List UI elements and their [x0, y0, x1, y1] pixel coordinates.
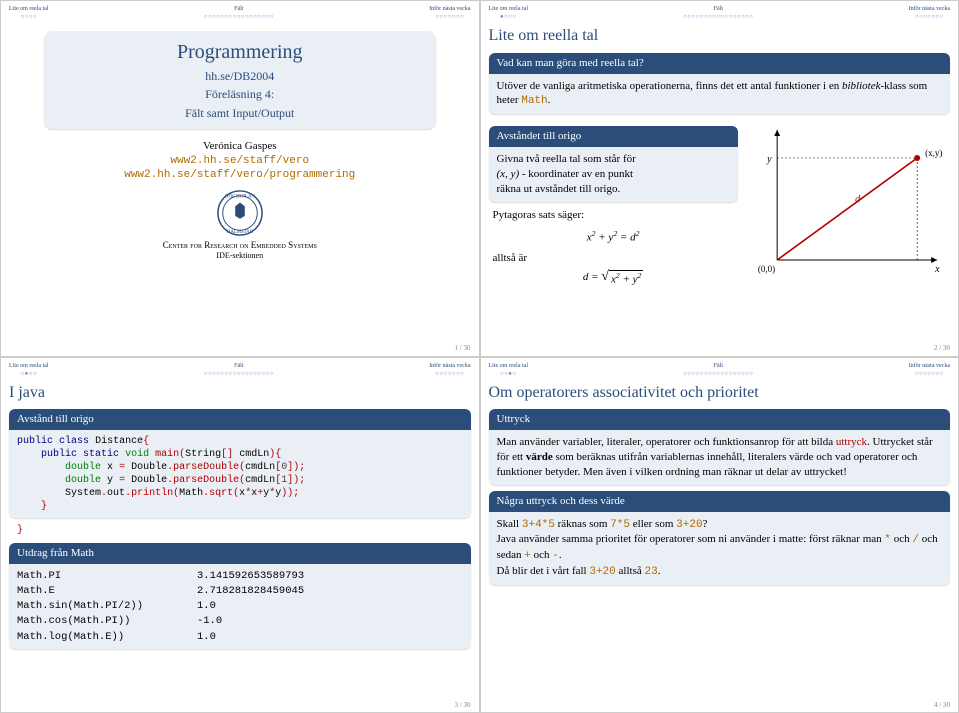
svg-text:x: x [934, 264, 940, 275]
svg-text:HALMSTAD: HALMSTAD [227, 230, 254, 235]
block-what-can-do: Vad kan man göra med reella tal? Utöver … [489, 53, 951, 115]
nav-sec-3: Inför nästa vecka○○○○○○○ [429, 5, 470, 21]
block-body: Utöver de vanliga aritmetiska operatione… [489, 74, 951, 115]
nav-bar: Lite om reela tal○●○○ Fält○○○○○○○○○○○○○○… [9, 362, 471, 378]
svg-text:(0,0): (0,0) [758, 264, 775, 274]
slide-title: Om operatorers associativitet och priori… [489, 382, 951, 404]
block-body: Givna två reella tal som står för (x, y)… [489, 147, 738, 202]
slide-1: Lite om reela tal○○○○ Fält○○○○○○○○○○○○○○… [0, 0, 480, 357]
page-number: 3 / 30 [455, 701, 471, 710]
nav-sec-1: Lite om reela tal○○○○ [9, 5, 48, 21]
author-name: Verónica Gaspes [9, 139, 471, 154]
main-title: Programmering [52, 39, 428, 66]
author-block: Verónica Gaspes www2.hh.se/staff/vero ww… [9, 139, 471, 184]
math-row-1a: Math.PI [17, 569, 197, 583]
slide-3: Lite om reela tal○●○○ Fält○○○○○○○○○○○○○○… [0, 357, 480, 713]
title-block: Programmering hh.se/DB2004 Föreläsning 4… [44, 31, 436, 129]
block-head: Uttryck [489, 409, 951, 430]
therefore-label: alltså är [493, 251, 738, 266]
math-row-5b: 1.0 [197, 630, 463, 644]
math-row-2b: 2.718281828459045 [197, 584, 463, 598]
slide-2: Lite om reela tal●○○○ Fält○○○○○○○○○○○○○○… [480, 0, 959, 357]
center-info: Center for Research on Embedded Systems … [9, 239, 471, 262]
equation-2: d = √x2 + y2 [489, 268, 738, 288]
title-topic: Fält samt Input/Output [52, 105, 428, 121]
svg-text:HÖGSKOLAN: HÖGSKOLAN [225, 194, 255, 200]
math-row-3b: 1.0 [197, 599, 463, 613]
block-expressions: Uttryck Man använder variabler, literale… [489, 409, 951, 484]
svg-text:(x,y): (x,y) [925, 148, 942, 158]
university-logo: HÖGSKOLAN HALMSTAD [216, 189, 264, 237]
block-head: Utdrag från Math [9, 543, 471, 564]
author-url-2: www2.hh.se/staff/vero/programmering [9, 168, 471, 183]
block-expression-values: Några uttryck och dess värde Skall 3+4*5… [489, 491, 951, 585]
math-row-1b: 3.141592653589793 [197, 569, 463, 583]
center-sub: IDE-sektionen [9, 251, 471, 262]
slide-title: I java [9, 382, 471, 404]
nav-sec-2: Fält○○○○○○○○○○○○○○○○○ [204, 5, 274, 21]
equation-1: x2 + y2 = d2 [489, 229, 738, 246]
block-head: Avstånd till origo [9, 409, 471, 430]
center-name: Center for Research on Embedded Systems [9, 239, 471, 251]
block-head: Avståndet till origo [489, 126, 738, 147]
title-course: hh.se/DB2004 [52, 68, 428, 84]
block-body: Man använder variabler, literaler, opera… [489, 430, 951, 485]
page-number: 4 / 30 [934, 701, 950, 710]
math-body: Math.PI3.141592653589793 Math.E2.7182818… [9, 564, 471, 649]
title-lecture: Föreläsning 4: [52, 86, 428, 102]
slide-4: Lite om reela tal○○●○ Fält○○○○○○○○○○○○○○… [480, 357, 959, 713]
nav-bar: Lite om reela tal○○○○ Fält○○○○○○○○○○○○○○… [9, 5, 471, 21]
block-code-distance: Avstånd till origo public class Distance… [9, 409, 471, 518]
block-math-excerpt: Utdrag från Math Math.PI3.14159265358979… [9, 543, 471, 649]
slide-title: Lite om reella tal [489, 25, 951, 47]
math-row-2a: Math.E [17, 584, 197, 598]
block-head: Vad kan man göra med reella tal? [489, 53, 951, 74]
code-body: public class Distance{ public static voi… [9, 430, 471, 518]
svg-text:y: y [766, 154, 772, 165]
nav-bar: Lite om reela tal○○●○ Fält○○○○○○○○○○○○○○… [489, 362, 951, 378]
block-distance-origin: Avståndet till origo Givna två reella ta… [489, 126, 738, 201]
page-number: 1 / 30 [455, 344, 471, 353]
pythagoras-label: Pytagoras sats säger: [493, 208, 738, 223]
block-head: Några uttryck och dess värde [489, 491, 951, 512]
distance-figure: (0,0) (x,y) x y d [744, 120, 950, 290]
author-url-1: www2.hh.se/staff/vero [9, 154, 471, 169]
math-row-4b: -1.0 [197, 614, 463, 628]
nav-bar: Lite om reela tal●○○○ Fält○○○○○○○○○○○○○○… [489, 5, 951, 21]
math-row-3a: Math.sin(Math.PI/2)) [17, 599, 197, 613]
math-row-4a: Math.cos(Math.PI)) [17, 614, 197, 628]
page-number: 2 / 30 [934, 344, 950, 353]
math-row-5a: Math.log(Math.E)) [17, 630, 197, 644]
block-body: Skall 3+4*5 räknas som 7*5 eller som 3+2… [489, 512, 951, 585]
